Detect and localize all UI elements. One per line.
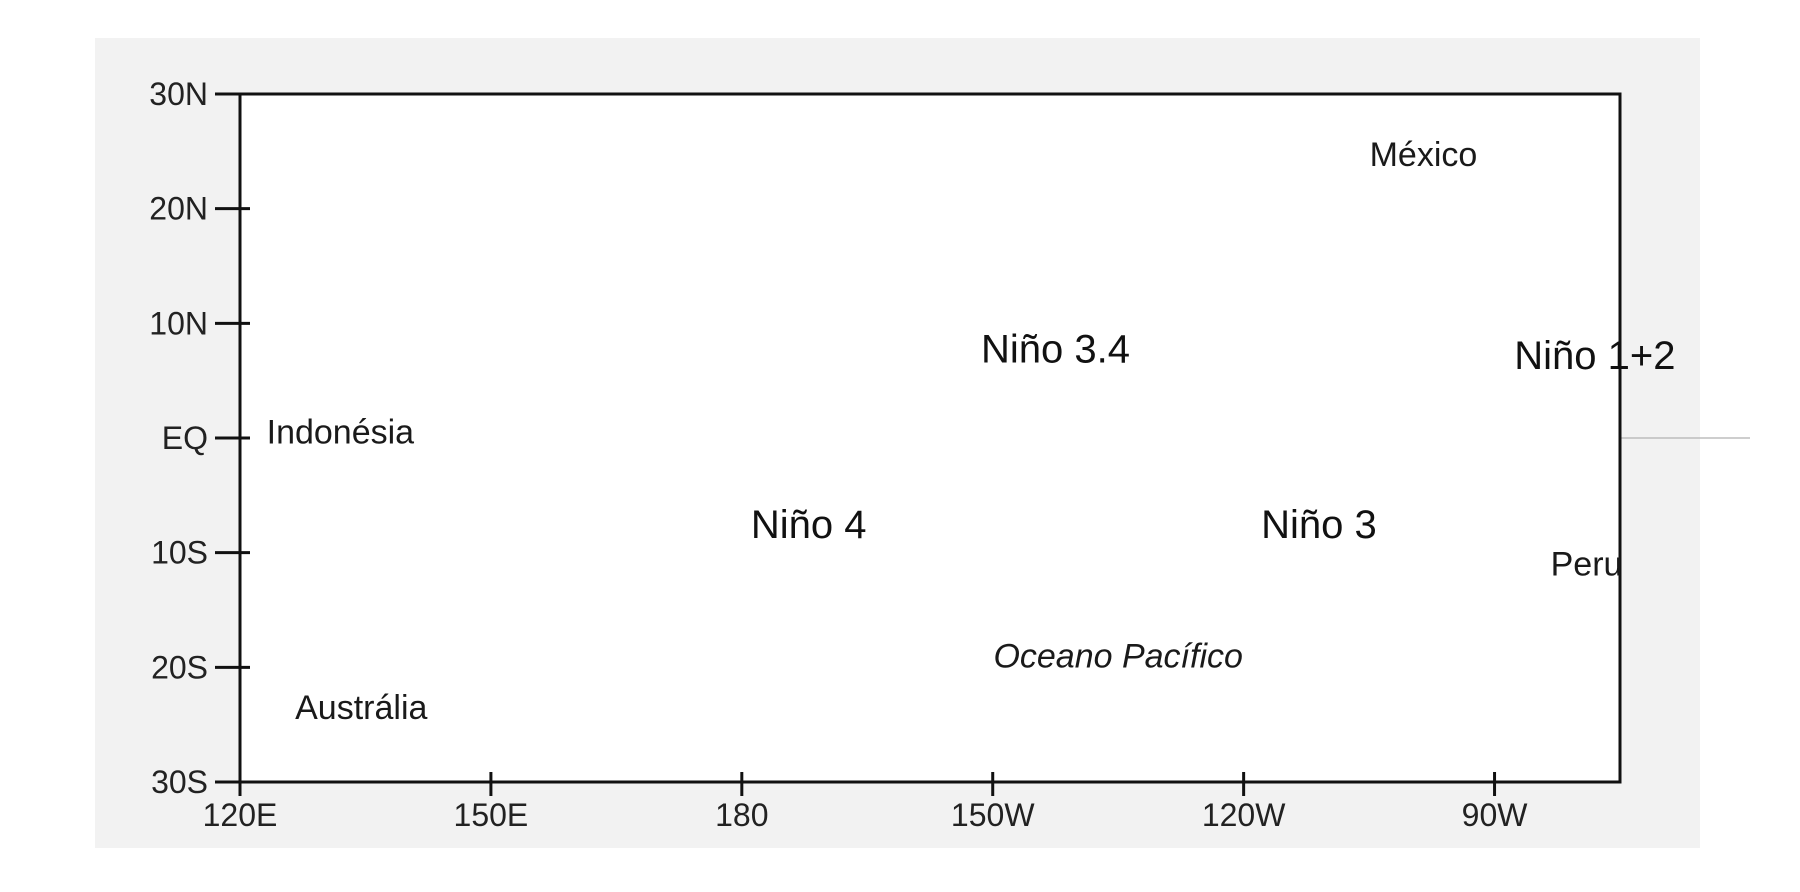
y-tick-label: 30S xyxy=(151,764,208,800)
x-tick-label: 180 xyxy=(715,797,768,833)
place-label-australia: Austrália xyxy=(295,689,427,727)
y-tick-label: 10N xyxy=(149,305,208,341)
y-tick-label: EQ xyxy=(162,420,208,456)
plot-area xyxy=(240,94,1620,782)
map-frame xyxy=(238,92,1622,784)
x-tick-label: 120E xyxy=(203,797,278,833)
region-label-nino-3: Niño 3 xyxy=(1261,503,1377,547)
x-tick-label: 120W xyxy=(1202,797,1286,833)
region-label-nino-3-4: Niño 3.4 xyxy=(981,327,1130,371)
y-tick-label: 10S xyxy=(151,535,208,571)
x-tick-label: 150W xyxy=(951,797,1035,833)
map-labels: Niño 3.4 Niño 1+2 Niño 4 Niño 3 México Indoné… xyxy=(267,136,1676,727)
region-label-nino-1-2: Niño 1+2 xyxy=(1514,334,1675,378)
y-tick-label: 20N xyxy=(149,191,208,227)
y-tick-label: 30N xyxy=(149,76,208,112)
x-axis: 120E 150E 180 150W 120W 90W xyxy=(203,772,1529,833)
x-tick-label: 90W xyxy=(1462,797,1529,833)
place-label-indonesia: Indonésia xyxy=(267,414,415,452)
y-axis: 30N 20N 10N EQ 10S 20S 30S xyxy=(149,76,250,800)
region-label-nino-4: Niño 4 xyxy=(751,503,867,547)
place-label-peru: Peru xyxy=(1551,546,1623,584)
place-label-mexico: México xyxy=(1370,136,1478,174)
x-tick-label: 150E xyxy=(454,797,529,833)
y-tick-label: 20S xyxy=(151,649,208,685)
ocean-label: Oceano Pacífico xyxy=(993,637,1242,675)
